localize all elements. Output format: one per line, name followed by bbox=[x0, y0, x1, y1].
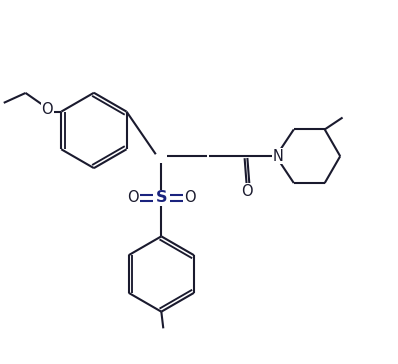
Text: S: S bbox=[156, 190, 167, 205]
Text: O: O bbox=[127, 190, 139, 205]
Text: O: O bbox=[241, 183, 252, 199]
Text: O: O bbox=[41, 102, 53, 117]
Text: N: N bbox=[273, 149, 284, 164]
Text: O: O bbox=[184, 190, 196, 205]
